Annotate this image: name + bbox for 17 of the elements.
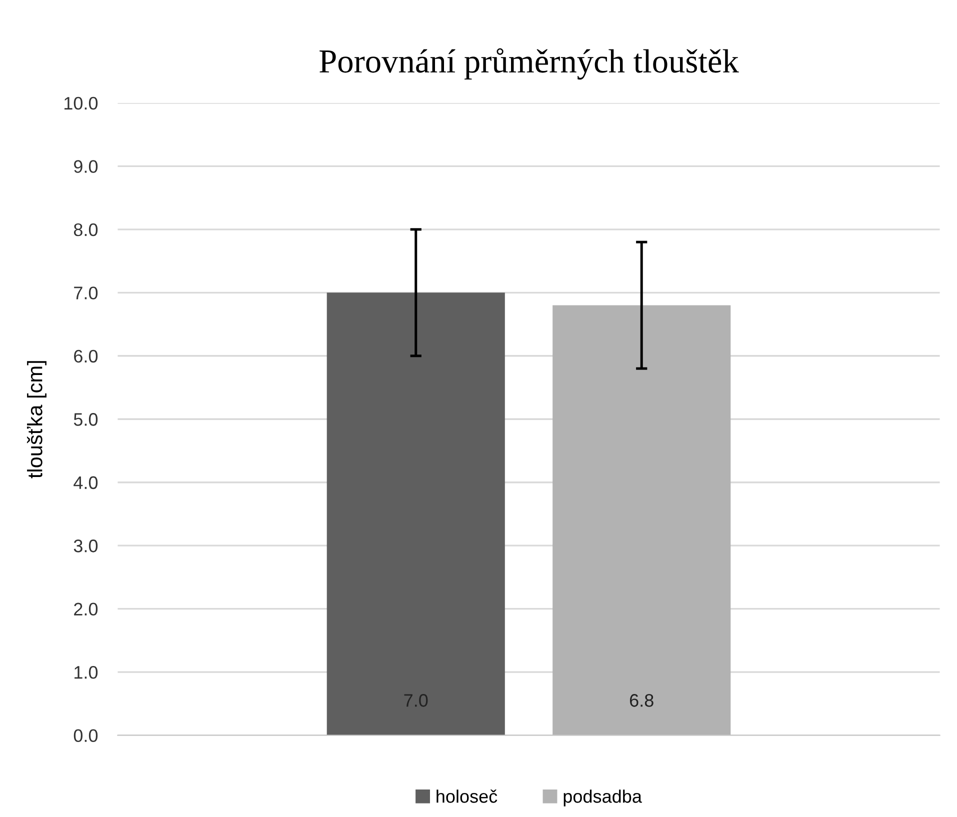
y-tick-label: 1.0	[74, 666, 98, 679]
y-tick-label: 10.0	[64, 96, 98, 110]
data-label: 6.8	[630, 694, 654, 707]
legend-label: podsadba	[564, 790, 642, 806]
y-tick-label: 9.0	[74, 160, 98, 173]
y-tick-label: 8.0	[74, 223, 98, 236]
y-tick-label: 4.0	[74, 476, 98, 490]
y-tick-label: 7.0	[74, 286, 98, 300]
legend-label: holoseč	[436, 790, 498, 803]
y-axis-title: tloušťka [cm]	[26, 361, 46, 478]
data-label: 7.0	[404, 694, 428, 707]
y-tick-label: 2.0	[74, 602, 98, 616]
y-tick-label: 3.0	[74, 540, 98, 552]
y-tick-label: 0.0	[74, 729, 98, 742]
y-tick-label: 6.0	[74, 350, 98, 363]
chart-title: Porovnání průměrných tlouštěk	[320, 48, 739, 80]
y-tick-label: 5.0	[74, 413, 98, 426]
